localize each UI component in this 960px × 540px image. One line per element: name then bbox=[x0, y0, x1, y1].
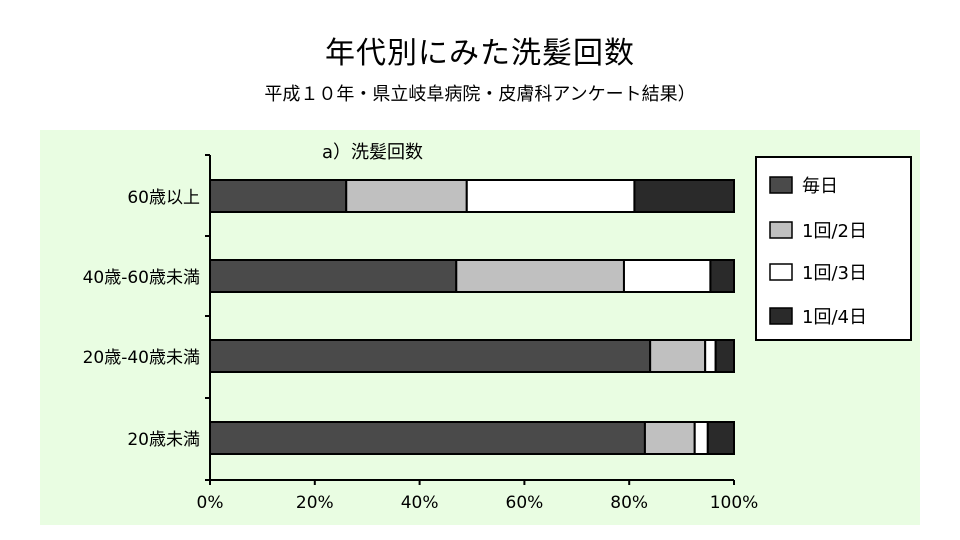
x-tick-label: 0% bbox=[197, 493, 224, 513]
bar-segment bbox=[455, 259, 625, 293]
bar-segment bbox=[693, 421, 709, 455]
bar-segment bbox=[649, 339, 707, 373]
x-tick-label: 80% bbox=[610, 493, 648, 513]
bar-segment bbox=[209, 259, 458, 293]
bar-segment bbox=[465, 179, 636, 213]
chart-title: a）洗髪回数 bbox=[322, 141, 423, 163]
bar-segment bbox=[209, 421, 646, 455]
bar-segment bbox=[709, 259, 735, 293]
category-label: 20歳未満 bbox=[127, 430, 200, 450]
legend: 毎日 1回/2日 1回/3日 1回/4日 bbox=[755, 156, 912, 341]
category-labels: 60歳以上 40歳-60歳未満 20歳-40歳未満 20歳未満 bbox=[83, 188, 200, 450]
bar-segment bbox=[209, 339, 652, 373]
bar-segment bbox=[622, 259, 712, 293]
bars bbox=[209, 179, 735, 455]
category-label: 40歳-60歳未満 bbox=[83, 268, 200, 288]
legend-swatch bbox=[769, 263, 793, 281]
bar-segment bbox=[345, 179, 468, 213]
bar-segment bbox=[209, 179, 348, 213]
bar-segment bbox=[714, 339, 735, 373]
legend-label: 1回/3日 bbox=[802, 263, 867, 284]
x-tick-labels: 0% 20% 40% 60% 80% 100% bbox=[197, 493, 759, 513]
bar-segment bbox=[704, 339, 717, 373]
x-tick-label: 100% bbox=[710, 493, 759, 513]
legend-label: 毎日 bbox=[802, 176, 838, 197]
x-tick-label: 40% bbox=[401, 493, 439, 513]
legend-swatch bbox=[769, 307, 793, 325]
legend-swatch bbox=[769, 176, 793, 194]
legend-label: 1回/4日 bbox=[802, 307, 867, 328]
legend-swatch bbox=[769, 221, 793, 239]
legend-label: 1回/2日 bbox=[802, 221, 867, 242]
x-tick-label: 20% bbox=[296, 493, 334, 513]
category-label: 60歳以上 bbox=[127, 188, 200, 208]
bar-segment bbox=[706, 421, 735, 455]
x-tick-label: 60% bbox=[506, 493, 544, 513]
bar-segment bbox=[633, 179, 735, 213]
page-title: 年代別にみた洗髪回数 bbox=[325, 36, 635, 71]
page-subtitle: 平成１０年・県立岐阜病院・皮膚科アンケート結果） bbox=[264, 84, 696, 105]
bar-segment bbox=[643, 421, 696, 455]
category-label: 20歳-40歳未満 bbox=[83, 348, 200, 368]
